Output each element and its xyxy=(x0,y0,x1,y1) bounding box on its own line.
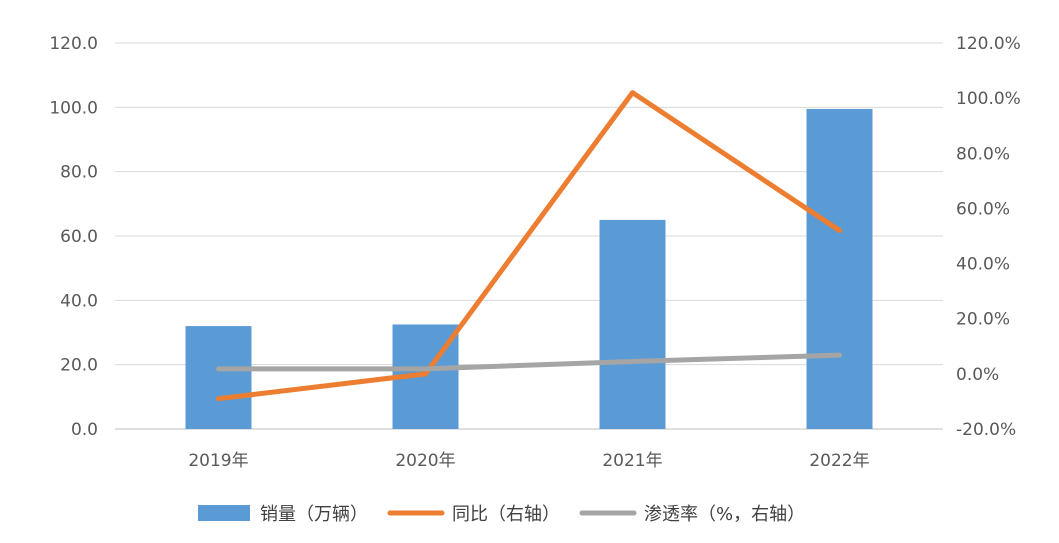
x-tick-label: 2021年 xyxy=(602,451,662,471)
bar xyxy=(806,108,873,430)
left-axis-ticks: 0.0 20.0 40.0 60.0 80.0 100.0 120.0 xyxy=(49,34,98,440)
x-axis-ticks: 2019年 2020年 2021年 2022年 xyxy=(188,451,869,471)
bar-series xyxy=(185,108,873,430)
legend-label: 渗透率（%，右轴） xyxy=(644,504,805,525)
y-left-tick-label: 80.0 xyxy=(60,163,98,183)
y-left-tick-label: 0.0 xyxy=(71,420,98,440)
y-left-tick-label: 60.0 xyxy=(60,227,98,247)
x-tick-label: 2020年 xyxy=(395,451,455,471)
bar xyxy=(185,326,252,429)
y-left-tick-label: 40.0 xyxy=(60,291,98,311)
x-tick-label: 2022年 xyxy=(809,451,869,471)
y-right-tick-label: 0.0% xyxy=(956,365,999,385)
y-right-tick-label: 20.0% xyxy=(956,310,1010,330)
series-line xyxy=(216,90,842,402)
line-series xyxy=(216,90,842,402)
y-right-tick-label: 60.0% xyxy=(956,199,1010,219)
y-left-tick-label: 100.0 xyxy=(49,98,98,118)
y-right-tick-label: -20.0% xyxy=(956,420,1016,440)
y-left-tick-label: 20.0 xyxy=(60,356,98,376)
series-line xyxy=(216,352,842,372)
legend: 销量（万辆） 同比（右轴） 渗透率（%，右轴） xyxy=(198,504,805,525)
legend-label: 销量（万辆） xyxy=(260,504,368,525)
x-tick-label: 2019年 xyxy=(188,451,248,471)
y-right-tick-label: 120.0% xyxy=(956,34,1021,54)
y-left-tick-label: 120.0 xyxy=(49,34,98,54)
gridlines xyxy=(115,42,943,430)
legend-label: 同比（右轴） xyxy=(452,504,560,525)
bar xyxy=(599,219,666,429)
y-right-tick-label: 80.0% xyxy=(956,144,1010,164)
y-right-tick-label: 100.0% xyxy=(956,89,1021,109)
legend-swatch xyxy=(198,505,250,521)
right-axis-ticks: -20.0% 0.0% 20.0% 40.0% 60.0% 80.0% 100.0% 120.… xyxy=(956,34,1021,440)
y-right-tick-label: 40.0% xyxy=(956,255,1010,275)
